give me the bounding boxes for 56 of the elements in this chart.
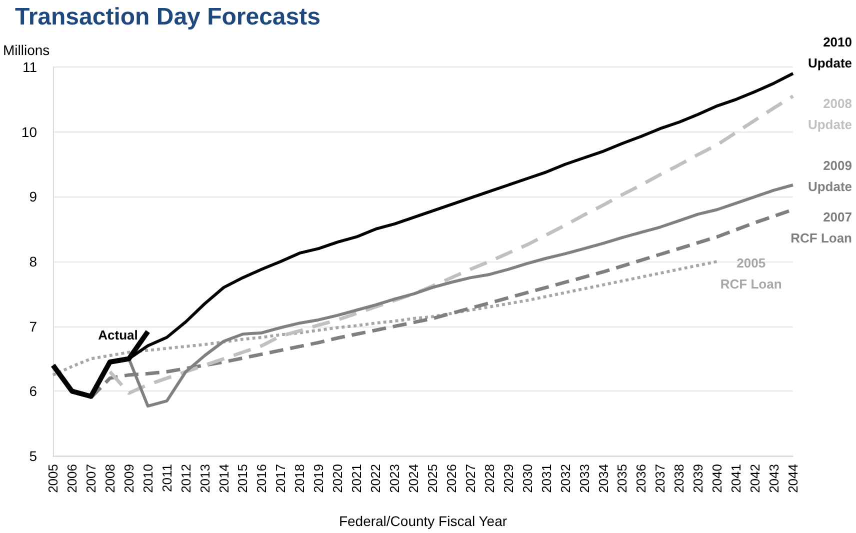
x-tick-label: 2008 [102, 464, 118, 493]
x-tick-label: 2039 [690, 464, 706, 493]
x-tick-label: 2023 [387, 464, 402, 493]
x-tick-label: 2021 [349, 464, 364, 493]
x-tick-label: 2024 [406, 464, 422, 493]
series-label: Actual [98, 328, 138, 343]
x-tick-label: 2037 [652, 464, 668, 493]
x-tick-label: 2034 [596, 464, 611, 493]
y-tick-label: 7 [29, 318, 38, 334]
y-tick-label: 9 [29, 188, 38, 205]
x-tick-label: 2015 [235, 464, 250, 493]
x-tick-label: 2028 [482, 464, 497, 493]
x-tick-label: 2011 [159, 464, 174, 492]
series-label: 2009 Update [808, 158, 852, 194]
x-tick-label: 2042 [748, 464, 763, 493]
series-label: 2008 Update [808, 96, 852, 132]
x-tick-label: 2013 [197, 464, 212, 493]
x-tick-label: 2038 [672, 464, 687, 493]
x-tick-label: 2027 [462, 464, 478, 493]
x-tick-label: 2041 [728, 464, 744, 493]
x-tick-label: 2035 [614, 464, 630, 493]
x-tick-label: 2026 [444, 464, 459, 493]
x-tick-label: 2030 [520, 464, 535, 493]
x-tick-label: 2022 [368, 464, 384, 493]
x-tick-label: 2033 [576, 464, 592, 493]
x-tick-label: 2016 [254, 464, 270, 493]
y-tick-label: 11 [22, 59, 38, 75]
y-tick-label: 8 [29, 254, 38, 270]
x-tick-label: 2010 [140, 464, 156, 493]
x-tick-label: 2006 [64, 464, 80, 493]
y-tick-label: 5 [29, 448, 38, 464]
x-tick-label: 2043 [766, 464, 782, 493]
x-tick-label: 2019 [311, 464, 326, 493]
x-tick-label: 2007 [83, 464, 98, 493]
x-tick-label: 2012 [178, 464, 194, 493]
x-tick-label: 2029 [500, 464, 516, 493]
y-axis-title: Millions [3, 42, 50, 58]
x-tick-label: 2017 [273, 464, 288, 493]
x-tick-label: 2031 [538, 464, 554, 493]
series-label: 2007 RCF Loan [790, 210, 852, 246]
x-tick-label: 2018 [292, 464, 308, 493]
x-tick-label: 2005 [46, 464, 60, 493]
y-tick-label: 6 [29, 383, 38, 400]
x-tick-label: 2036 [634, 464, 649, 493]
x-tick-label: 2009 [121, 464, 136, 493]
x-tick-label: 2020 [330, 464, 346, 493]
x-axis-title: Federal/County Fiscal Year [338, 513, 508, 529]
series-label: 2005 RCF Loan [720, 256, 782, 292]
x-tick-label: 2032 [558, 464, 573, 493]
series-label: 2010 Update [808, 34, 852, 70]
y-tick-label: 10 [21, 124, 38, 140]
x-tick-label: 2044 [786, 464, 800, 493]
x-tick-label: 2014 [216, 464, 232, 493]
x-tick-label: 2025 [424, 464, 440, 493]
chart-title: Transaction Day Forecasts [15, 4, 320, 30]
x-tick-label: 2040 [710, 464, 725, 493]
